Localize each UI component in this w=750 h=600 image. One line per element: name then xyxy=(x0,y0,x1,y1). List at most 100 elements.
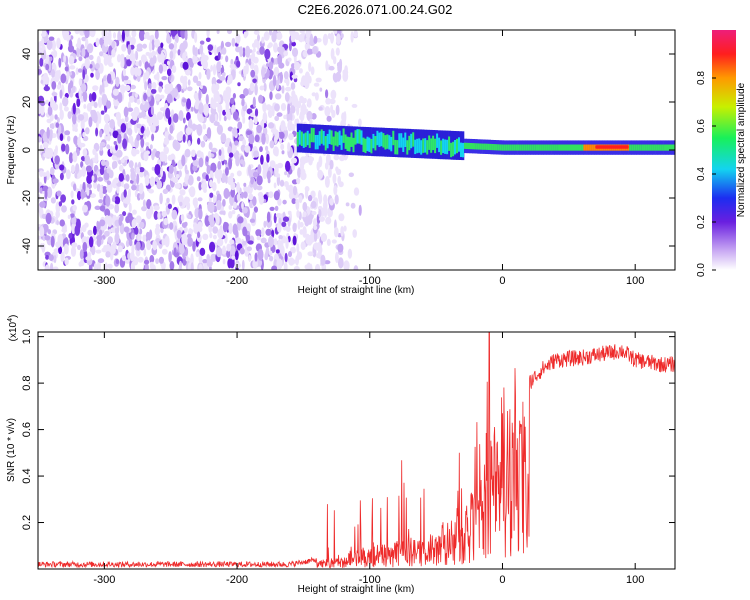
spectrogram-noise-cell xyxy=(273,238,278,246)
spectrogram-noise-cell xyxy=(302,213,307,218)
snr-y-tick-label: 0.8 xyxy=(21,375,33,390)
spectrogram-noise-cell xyxy=(174,183,181,189)
spectrogram-noise-cell xyxy=(146,35,152,41)
signal-band-core xyxy=(408,135,411,151)
spectrogram-noise-cell xyxy=(200,140,206,148)
spectrogram-noise-cell xyxy=(309,156,315,162)
spectrogram-x-tick-label: -200 xyxy=(226,275,248,287)
spectrogram-noise-cell xyxy=(243,88,249,97)
spectrogram-noise-cell xyxy=(256,185,263,191)
spectrogram-noise-cell xyxy=(274,134,278,145)
spectrogram-noise-cell xyxy=(341,112,346,122)
signal-band-core xyxy=(583,144,586,151)
signal-band-core xyxy=(529,144,532,151)
signal-band-core xyxy=(366,136,369,152)
spectrogram-noise-cell xyxy=(99,229,103,237)
spectrogram-noise-cell xyxy=(121,30,125,42)
spectrogram-noise-cell xyxy=(178,110,184,122)
spectrogram-x-tick-label: -100 xyxy=(359,275,381,287)
spectrogram-noise-cell xyxy=(228,204,233,210)
spectrogram-noise-cell xyxy=(67,135,71,142)
spectrogram-noise-cell xyxy=(107,236,113,244)
spectrogram-noise-cell xyxy=(170,30,177,37)
spectrogram-noise-cell xyxy=(185,127,192,136)
spectrogram-noise-cell xyxy=(241,259,245,270)
spectrogram-noise-cell xyxy=(94,205,101,210)
spectrogram-noise-cell xyxy=(47,188,51,193)
spectrogram-noise-cell xyxy=(166,60,171,66)
spectrogram-noise-cell xyxy=(93,101,98,109)
spectrogram-x-ticks: -300 -200 -100 0 100 xyxy=(93,30,644,287)
spectrogram-noise-cell xyxy=(326,115,332,122)
signal-band-core xyxy=(384,135,387,150)
spectrogram-noise-cell xyxy=(187,79,191,86)
spectrogram-noise-cell xyxy=(310,200,317,209)
spectrogram-noise-cell xyxy=(104,215,110,224)
spectrogram-noise-cell xyxy=(61,205,67,213)
spectrogram-noise-cell xyxy=(274,103,280,112)
spectrogram-noise-cell xyxy=(156,111,164,120)
spectrogram-noise-cell xyxy=(54,155,60,165)
spectrogram-noise-cell xyxy=(160,51,165,64)
spectrogram-noise-cell xyxy=(96,234,103,241)
spectrogram-noise-cell xyxy=(287,210,292,215)
spectrogram-noise-cell xyxy=(296,243,300,254)
spectrogram-noise-cell xyxy=(151,151,155,161)
spectrogram-noise-cell xyxy=(48,36,55,41)
spectrogram-noise-cell xyxy=(47,105,53,116)
signal-band-core xyxy=(418,138,421,153)
signal-band-core xyxy=(466,142,468,149)
spectrogram-noise-cell xyxy=(217,160,222,171)
spectrogram-noise-cell xyxy=(217,104,223,114)
signal-band-core xyxy=(557,144,560,151)
spectrogram-noise-cell xyxy=(68,55,75,65)
spectrogram-noise-cell xyxy=(348,172,354,178)
spectrogram-noise-cell xyxy=(242,47,246,58)
spectrogram-noise-cell xyxy=(259,85,265,91)
spectrogram-noise-cell xyxy=(39,226,45,237)
spectrogram-noise-cell xyxy=(285,226,291,233)
spectrogram-y-ticks: -40 -20 0 20 40 xyxy=(21,48,675,254)
spectrogram-noise-cell xyxy=(345,202,350,207)
spectrogram-noise-cell xyxy=(142,199,146,208)
spectrogram-noise-cell xyxy=(45,212,52,225)
spectrogram-noise-cell xyxy=(74,224,81,236)
spectrogram-noise-cell xyxy=(285,237,289,250)
signal-band-core xyxy=(428,135,431,150)
spectrogram-noise-cell xyxy=(95,37,100,47)
spectrogram-noise-cell xyxy=(209,192,214,198)
spectrogram-noise-cell xyxy=(173,177,179,184)
signal-band-core xyxy=(647,144,650,151)
signal-band-core xyxy=(505,144,508,151)
spectrogram-noise-cell xyxy=(334,194,339,205)
spectrogram-noise-cell xyxy=(83,90,88,102)
spectrogram-noise-cell xyxy=(248,118,254,131)
spectrogram-noise-cell xyxy=(261,66,265,78)
spectrogram-noise-cell xyxy=(95,127,99,137)
spectrogram-noise-cell xyxy=(167,203,172,209)
spectrogram-noise-cell xyxy=(101,81,105,93)
spectrogram-noise-cell xyxy=(236,181,241,193)
spectrogram-noise-cell xyxy=(273,66,280,77)
spectrogram-noise-cell xyxy=(311,210,317,216)
spectrogram-noise-cell xyxy=(186,111,191,121)
spectrogram-noise-cell xyxy=(78,133,82,138)
spectrogram-noise-cell xyxy=(109,249,114,261)
spectrogram-noise-cell xyxy=(269,70,274,77)
spectrogram-noise-cell xyxy=(168,133,172,141)
spectrogram-noise-cell xyxy=(235,155,240,167)
spectrogram-noise-cell xyxy=(262,111,268,124)
spectrogram-noise-cell xyxy=(126,79,132,85)
spectrogram-noise-cell xyxy=(38,136,42,143)
spectrogram-noise-cell xyxy=(336,33,341,45)
spectrogram-noise-cell xyxy=(166,197,170,204)
snr-scale-factor: (x104) xyxy=(7,315,19,342)
spectrogram-noise-cell xyxy=(302,226,307,238)
spectrogram-noise-cell xyxy=(99,205,106,212)
spectrogram-noise-cell xyxy=(179,189,186,196)
spectrogram-noise-cell xyxy=(54,70,60,82)
spectrogram-noise-cell xyxy=(263,31,270,41)
spectrogram-noise-cell xyxy=(313,82,320,87)
spectrogram-noise-cell xyxy=(232,93,236,99)
spectrogram-noise-cell xyxy=(187,140,191,147)
